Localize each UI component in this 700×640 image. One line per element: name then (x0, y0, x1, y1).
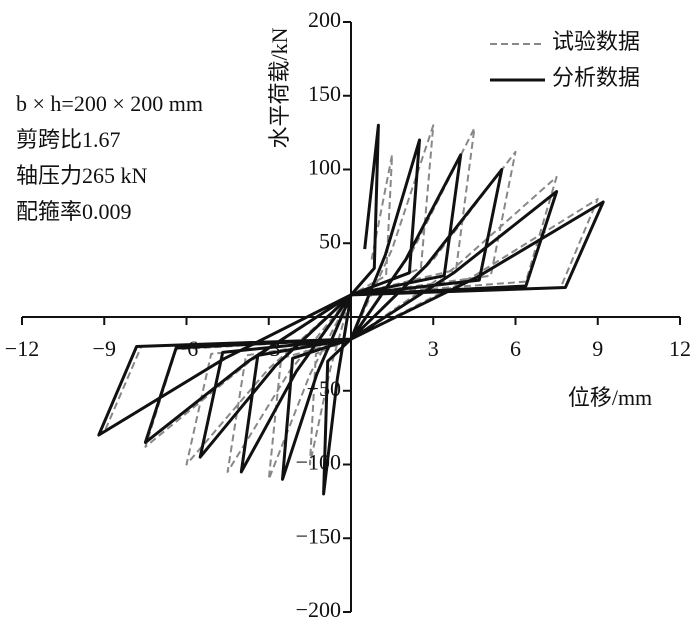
y-tick-label: −150 (296, 523, 341, 548)
x-tick-label: −12 (5, 336, 39, 361)
x-tick-label: 3 (428, 336, 439, 361)
x-tick-label: 9 (592, 336, 603, 361)
y-tick-label: 100 (308, 155, 341, 180)
y-axis-label: 水平荷载/kN (267, 27, 292, 148)
annotation: 剪跨比1.67 (16, 127, 121, 152)
annotation: 配箍率0.009 (16, 199, 132, 224)
x-axis-label: 位移/mm (568, 385, 652, 410)
x-tick-label: −3 (257, 336, 280, 361)
y-tick-label: 200 (308, 7, 341, 32)
x-tick-label: 12 (669, 336, 691, 361)
y-tick-label: −200 (296, 597, 341, 622)
x-tick-label: 6 (510, 336, 521, 361)
annotation: 轴压力265 kN (16, 163, 148, 188)
x-tick-label: −9 (93, 336, 116, 361)
annotation: b × h=200 × 200 mm (16, 91, 203, 116)
x-tick-label: −6 (175, 336, 198, 361)
legend-label: 试验数据 (552, 29, 640, 54)
y-tick-label: −100 (296, 450, 341, 475)
y-tick-label: −50 (307, 376, 341, 401)
y-tick-label: 50 (319, 228, 341, 253)
y-tick-label: 150 (308, 81, 341, 106)
series-line (97, 123, 605, 496)
legend-label: 分析数据 (552, 65, 640, 90)
